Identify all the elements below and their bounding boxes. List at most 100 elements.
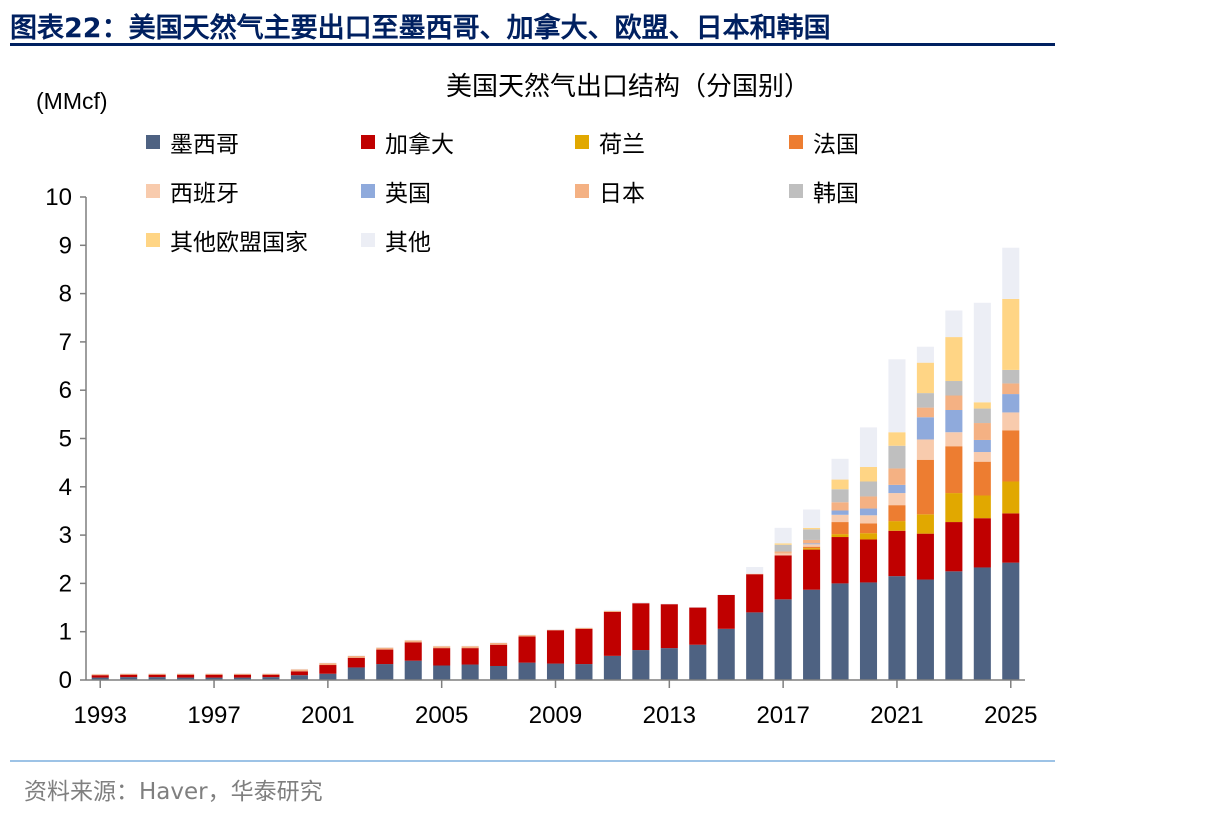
bar-segment [746,612,764,680]
bar-segment [490,665,508,680]
bar-segment [916,393,934,408]
bar-segment [888,484,906,494]
x-tick-label: 1997 [187,702,240,729]
bar-segment [347,667,365,680]
bar-segment [973,423,991,440]
bar-segment [945,381,963,396]
x-tick-label: 2005 [415,702,468,729]
bar-segment [1002,562,1020,680]
bar-segment [973,567,991,680]
bar-segment [973,461,991,496]
bar-segment [973,495,991,519]
bar-segment [831,537,849,584]
legend-swatch-japan [575,184,589,198]
bar-segment [1002,247,1020,299]
bar-segment [717,594,735,629]
legend-item-france: 法国 [789,125,859,159]
bar-segment [461,664,479,680]
bar-segment [347,655,365,658]
bar-segment [888,359,906,433]
legend-item-japan: 日本 [575,174,645,208]
bar-segment [205,677,223,680]
bar-segment [603,609,621,611]
bar-segment [831,514,849,523]
y-tick-label: 3 [59,522,72,549]
legend-item-mexico: 墨西哥 [146,125,239,159]
legend-swatch-france [789,135,803,149]
bar-segment [433,648,451,666]
x-tick-label: 2017 [756,702,809,729]
y-tick-label: 4 [59,474,72,501]
bar-segment [376,647,394,650]
bar-segment [746,566,764,574]
bar-segment [803,546,821,549]
bar-segment [319,673,337,680]
bar-segment [347,657,365,668]
bar-segment [376,649,394,665]
bottom-rule [10,760,1055,762]
y-axis-unit: (MMcf) [36,88,108,114]
chart-title: 美国天然气出口结构（分国别） [445,72,810,102]
bar-segment [120,673,138,675]
bar-segment [319,663,337,666]
y-tick-label: 9 [59,232,72,259]
title-rule [10,43,1055,46]
bar-segment [603,611,621,656]
x-tick-label: 1993 [74,702,127,729]
bar-segment [177,677,195,680]
legend-label-canada: 加拿大 [385,132,454,158]
bar-segment [859,582,878,680]
bar-segment [916,417,934,440]
y-tick-label: 7 [59,329,72,356]
bar-segment [660,604,678,649]
bar-segment [916,362,934,394]
bar-segment [233,674,252,678]
legend-item-korea: 韩国 [789,174,859,208]
bar-segment [490,644,508,666]
bar-segment [262,677,280,680]
bar-segment [888,445,906,469]
bar-segment [1002,298,1020,370]
x-tick-label: 2001 [301,702,354,729]
bar-segment [859,481,878,497]
bar-segment [803,548,821,550]
legend-item-other-eu: 其他欧盟国家 [146,223,308,257]
bar-segment [831,489,849,503]
bar-segment [518,662,536,680]
bar-segment [831,510,849,515]
y-tick-label: 0 [59,667,72,694]
x-tick-label: 2025 [984,702,1037,729]
bar-segment [888,505,906,522]
bar-segment [945,493,963,523]
bar-segment [803,509,821,528]
bar-segment [1002,430,1020,482]
bar-segment [803,549,821,590]
bar-segment [205,673,223,675]
bar-segment [973,518,991,568]
legend-item-netherlands: 荷兰 [575,125,645,159]
bar-segment [404,660,422,680]
bar-segment [973,452,991,462]
bar-segment [859,427,878,467]
bar-segment [205,674,223,678]
bar-segment [575,664,593,680]
bar-segment [689,644,707,680]
bar-segment [603,655,621,680]
legend-swatch-uk [361,184,375,198]
bar-segment [1002,513,1020,563]
bar-segment [888,576,906,680]
bar-segment [803,544,821,547]
bar-segment [433,665,451,680]
bar-segment [916,579,934,680]
bar-segment [603,610,621,612]
x-tick-label: 2009 [529,702,582,729]
legend-label-spain: 西班牙 [170,181,239,207]
bar-segment [376,664,394,680]
legend-item-spain: 西班牙 [146,174,239,208]
bar-segment [831,479,849,490]
bar-segment [945,522,963,572]
bar-segment [945,432,963,447]
bar-segment [774,527,792,544]
bar-segment [91,677,109,680]
y-tick-label: 5 [59,426,72,453]
